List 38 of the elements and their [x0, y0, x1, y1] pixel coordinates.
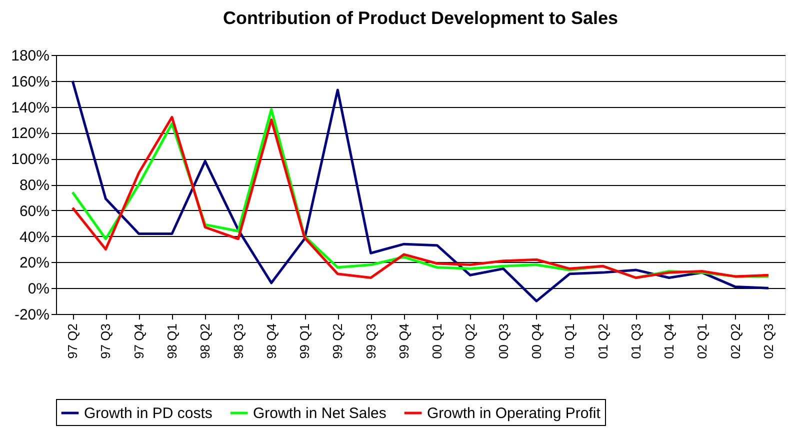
x-tick-label: 00 Q4	[528, 324, 544, 359]
x-tick-label: 00 Q3	[496, 324, 511, 359]
x-tick-label: 00 Q1	[430, 324, 445, 359]
x-tick-label: 01 Q1	[562, 324, 578, 359]
x-tick-label: 00 Q2	[462, 324, 478, 359]
x-tick-label: 01 Q4	[662, 324, 677, 359]
x-tick-label: 99 Q1	[297, 324, 312, 359]
x-tick-label: 99 Q3	[363, 324, 378, 359]
y-tick-label: 180%	[11, 48, 50, 64]
legend-label: Growth in Net Sales	[253, 405, 386, 422]
x-tick-label: 98 Q4	[264, 324, 279, 359]
x-tick-label: 99 Q2	[330, 324, 346, 359]
legend-label: Growth in PD costs	[84, 405, 212, 422]
y-tick-label: 80%	[19, 177, 50, 194]
chart-title: Contribution of Product Development to Sales	[222, 8, 618, 28]
x-tick-label: 98 Q1	[164, 324, 180, 359]
x-tick-label: 01 Q2	[595, 324, 610, 359]
x-tick-label: 98 Q2	[198, 324, 213, 359]
y-tick-label: 60%	[19, 202, 50, 220]
y-tick-label: 140%	[11, 99, 50, 116]
x-tick-label: 01 Q3	[628, 324, 644, 359]
y-tick-label: 160%	[11, 73, 50, 90]
y-tick-label: 20%	[19, 254, 50, 272]
y-tick-label: -20%	[14, 306, 50, 324]
x-tick-label: 98 Q3	[230, 324, 246, 359]
x-tick-label: 97 Q4	[131, 324, 146, 359]
x-tick-label: 02 Q1	[694, 324, 710, 359]
y-tick-label: 100%	[11, 151, 50, 168]
x-tick-label: 02 Q2	[728, 324, 743, 359]
x-tick-label: 97 Q3	[98, 324, 114, 359]
y-tick-label: 0%	[28, 280, 50, 298]
x-tick-label: 99 Q4	[396, 324, 412, 359]
line-series	[71, 80, 770, 302]
legend-label: Growth in Operating Profit	[427, 405, 602, 422]
x-tick-label: 97 Q2	[65, 324, 80, 359]
x-tick-label: 02 Q3	[760, 324, 776, 359]
y-tick-label: 40%	[19, 228, 50, 246]
y-tick-label: 120%	[11, 125, 50, 142]
